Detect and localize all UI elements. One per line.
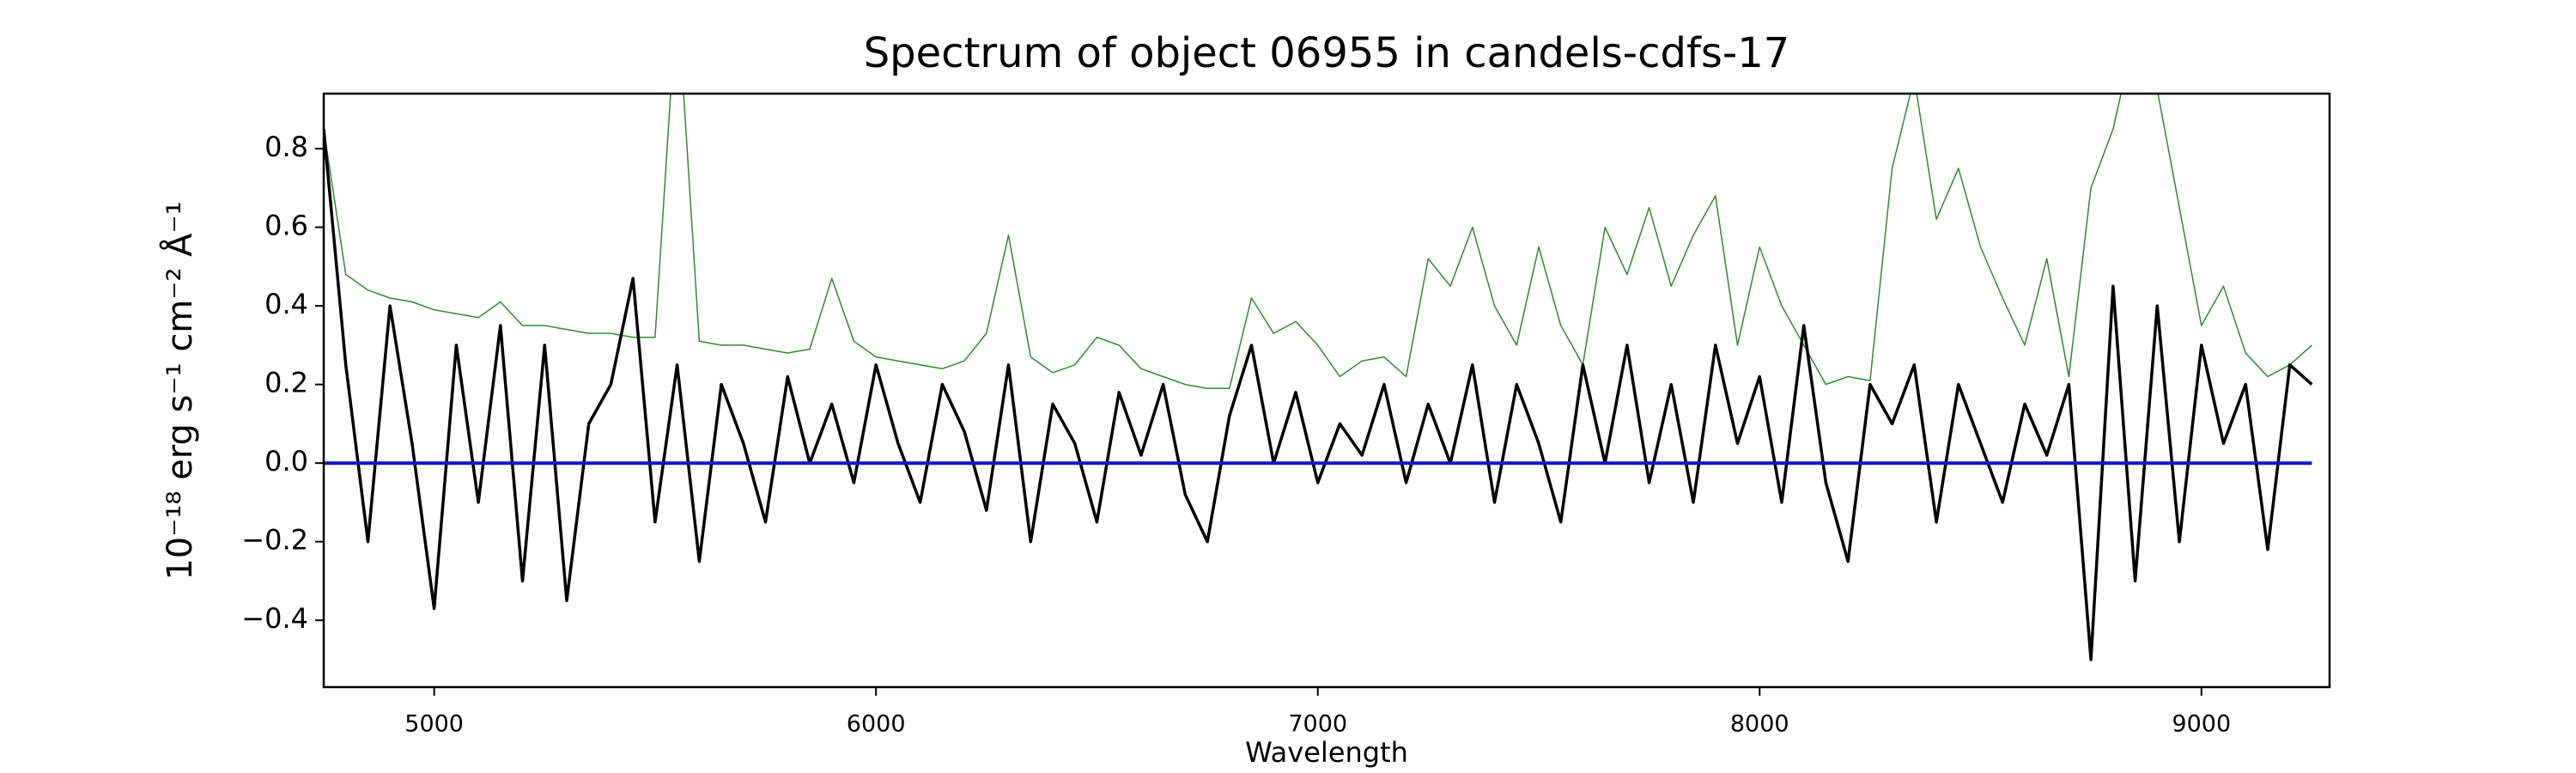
x-tick-label: 9000 (2172, 711, 2231, 738)
y-tick-label: 0.0 (264, 445, 308, 478)
x-axis-label: Wavelength (1245, 736, 1408, 769)
y-tick-label: −0.2 (241, 524, 308, 557)
x-tick-label: 7000 (1288, 711, 1347, 738)
chart-title: Spectrum of object 06955 in candels-cdfs… (864, 29, 1790, 77)
x-tick-label: 8000 (1730, 711, 1789, 738)
y-tick-label: 0.2 (264, 367, 308, 399)
x-tick-label: 6000 (847, 711, 906, 738)
y-tick-label: 0.8 (264, 131, 308, 163)
y-axis-label: 10⁻¹⁸ erg s⁻¹ cm⁻² Å⁻¹ (159, 201, 200, 580)
plot-frame (322, 92, 2331, 689)
y-tick-label: 0.4 (264, 288, 308, 320)
y-tick-label: 0.6 (264, 210, 308, 242)
x-tick-label: 5000 (404, 711, 464, 738)
y-tick-label: −0.4 (241, 602, 308, 635)
series-line (324, 94, 2312, 389)
plot-area (324, 94, 2313, 661)
series-line (324, 129, 2313, 661)
